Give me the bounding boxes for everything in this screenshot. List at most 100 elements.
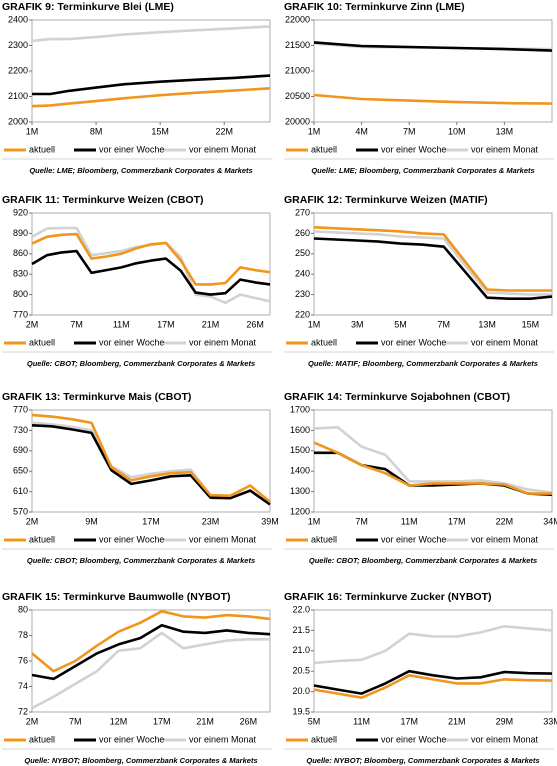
plot-frame: [31, 19, 271, 123]
legend-label: vor einer Woche: [99, 534, 164, 544]
x-tick-label: 17M: [448, 516, 466, 526]
x-tick-label: 33M: [543, 716, 557, 726]
y-tick-label: 250: [295, 248, 310, 258]
x-tick-label: 15M: [522, 319, 540, 329]
source-note: Quelle: MATIF; Bloomberg, Commerzbank Co…: [308, 359, 538, 368]
series-line: [31, 610, 271, 673]
x-tick-label: 17M: [157, 319, 175, 329]
legend-label: aktuell: [29, 337, 55, 347]
x-tick-label: 21M: [448, 716, 466, 726]
legend-label: vor einer Woche: [99, 144, 164, 154]
legend-label: aktuell: [29, 734, 55, 744]
x-tick-label: 2M: [26, 716, 39, 726]
y-tick-label: 22000: [285, 14, 310, 24]
legend-label: aktuell: [311, 144, 337, 154]
y-tick-label: 1700: [290, 404, 310, 414]
chart-title: GRAFIK 14: Terminkurve Sojabohnen (CBOT): [284, 391, 510, 403]
y-tick-label: 770: [13, 309, 28, 319]
x-tick-label: 26M: [240, 716, 258, 726]
legend-label: aktuell: [311, 534, 337, 544]
y-tick-label: 20.5: [292, 666, 310, 676]
series-line: [31, 226, 271, 305]
x-tick-label: 12M: [110, 716, 128, 726]
x-tick-label: 2M: [26, 319, 39, 329]
x-tick-label: 4M: [355, 126, 368, 136]
y-tick-label: 920: [13, 207, 28, 217]
x-tick-label: 1M: [308, 319, 321, 329]
x-tick-label: 34M: [543, 516, 557, 526]
x-tick-label: 26M: [246, 319, 264, 329]
series-line: [313, 93, 553, 105]
x-tick-label: 5M: [308, 716, 321, 726]
x-tick-label: 7M: [69, 716, 82, 726]
y-tick-label: 21.0: [292, 645, 310, 655]
series-line: [31, 87, 271, 108]
y-tick-label: 21000: [285, 65, 310, 75]
plot-frame: [31, 609, 271, 713]
series-line: [313, 625, 553, 665]
legend-label: vor einem Monat: [471, 734, 539, 744]
x-tick-label: 3M: [351, 319, 364, 329]
x-tick-label: 17M: [142, 516, 160, 526]
y-tick-label: 72: [18, 706, 28, 716]
series-line: [32, 74, 271, 96]
legend-label: vor einem Monat: [471, 337, 539, 347]
x-tick-label: 1M: [308, 126, 321, 136]
y-tick-label: 2300: [8, 40, 28, 50]
legend-label: vor einer Woche: [381, 534, 446, 544]
plot-frame: [313, 409, 553, 513]
y-tick-label: 2200: [8, 65, 28, 75]
x-tick-label: 15M: [151, 126, 169, 136]
x-tick-label: 23M: [202, 516, 220, 526]
x-tick-label: 7M: [403, 126, 416, 136]
series-line: [31, 424, 271, 506]
series-line: [313, 674, 553, 699]
plot-frame: [313, 19, 553, 123]
y-tick-label: 730: [13, 425, 28, 435]
x-tick-label: 21M: [202, 319, 220, 329]
source-note: Quelle: NYBOT; Bloomberg, Commerzbank Co…: [306, 756, 539, 765]
y-tick-label: 78: [18, 630, 28, 640]
y-tick-label: 21500: [285, 40, 310, 50]
y-tick-label: 2000: [8, 116, 28, 126]
series-line: [31, 249, 271, 296]
y-tick-label: 21.5: [292, 625, 310, 635]
x-tick-label: 17M: [153, 716, 171, 726]
x-tick-label: 11M: [401, 516, 418, 526]
y-tick-label: 800: [13, 289, 28, 299]
legend-label: vor einer Woche: [381, 144, 446, 154]
y-tick-label: 240: [295, 269, 310, 279]
y-tick-label: 230: [295, 289, 310, 299]
x-tick-label: 5M: [394, 319, 407, 329]
series-line: [313, 230, 552, 296]
source-note: Quelle: CBOT; Bloomberg, Commerzbank Cor…: [309, 556, 537, 565]
plot-frame: [313, 609, 553, 713]
y-tick-label: 20500: [285, 91, 310, 101]
y-tick-label: 220: [295, 309, 310, 319]
y-tick-label: 690: [13, 445, 28, 455]
plot-frame: [31, 409, 271, 513]
y-tick-label: 570: [13, 506, 28, 516]
legend-label: vor einer Woche: [99, 337, 164, 347]
y-tick-label: 1200: [290, 506, 310, 516]
y-tick-label: 1500: [290, 445, 310, 455]
y-tick-label: 860: [13, 248, 28, 258]
y-tick-label: 890: [13, 228, 28, 238]
x-tick-label: 11M: [353, 716, 370, 726]
y-tick-label: 270: [295, 207, 310, 217]
legend-label: aktuell: [311, 337, 337, 347]
series-line: [313, 669, 553, 695]
y-tick-label: 76: [18, 655, 28, 665]
y-tick-label: 1600: [290, 425, 310, 435]
x-tick-label: 9M: [85, 516, 98, 526]
y-tick-label: 74: [18, 681, 28, 691]
y-tick-label: 830: [13, 269, 28, 279]
chart-title: GRAFIK 16: Terminkurve Zucker (NYBOT): [284, 591, 492, 603]
chart-title: GRAFIK 9: Terminkurve Blei (LME): [2, 1, 174, 13]
plot-frame: [313, 212, 553, 316]
series-line: [313, 441, 552, 495]
series-line: [31, 25, 271, 43]
legend-label: aktuell: [29, 144, 55, 154]
x-tick-label: 22M: [215, 126, 233, 136]
